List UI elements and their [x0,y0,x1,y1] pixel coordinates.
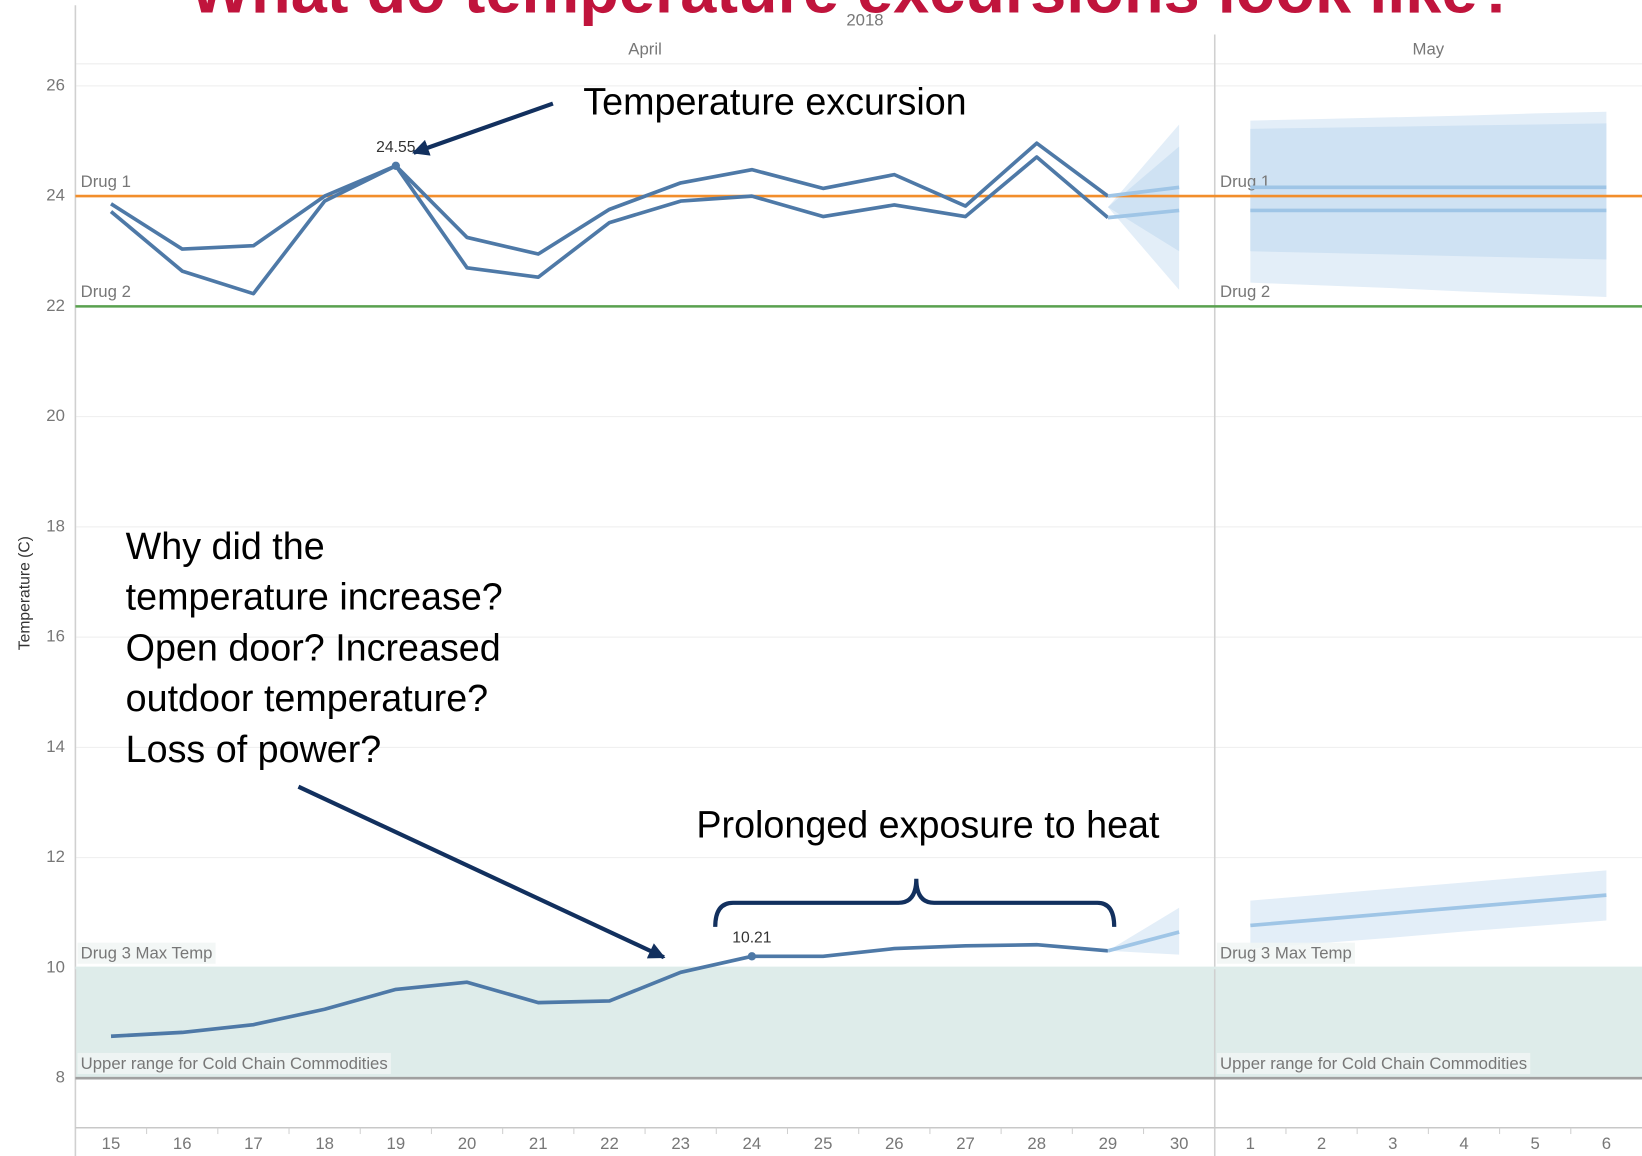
series-line [1107,208,1180,220]
month-header: May [1413,40,1445,59]
y-tick-label: 18 [46,516,65,535]
reference-label: Drug 2 [81,282,131,301]
year-header: 2018 [846,10,883,29]
forecast-band [1107,907,1180,955]
y-tick-label: 20 [46,406,65,425]
x-tick-label: 28 [1027,1134,1046,1153]
series-line [1250,893,1607,928]
series-line [1107,930,1180,953]
reference-label-bg [1216,942,1355,964]
reference-label-bg [77,1052,391,1075]
y-tick-label: 24 [46,186,65,205]
reference-label: Drug 3 Max Temp [81,944,213,963]
y-tick-label: 8 [56,1068,65,1087]
reference-label: Upper range for Cold Chain Commodities [81,1054,388,1073]
reference-label: Drug 2 [1220,282,1270,301]
x-tick-label: 29 [1099,1134,1118,1153]
x-tick-label: 27 [956,1134,975,1153]
data-label: 24.55 [376,139,416,156]
reference-label: Drug 3 Max Temp [1220,944,1352,963]
y-axis-label: Temperature (C) [16,536,33,650]
annotation-arrow [297,784,666,960]
month-header: April [628,40,662,59]
x-tick-label: 17 [244,1134,263,1153]
forecast-band [1250,123,1607,260]
y-tick-label: 12 [46,847,65,866]
x-tick-label: 1 [1246,1134,1255,1153]
data-point [747,952,757,961]
x-tick-label: 3 [1388,1134,1397,1153]
reference-label-bg [1216,1052,1531,1075]
series-line [110,942,1109,1039]
x-tick-label: 25 [814,1134,833,1153]
annotation-layer: What do temperature excursions look like… [16,0,1517,960]
series-line [1107,185,1180,198]
x-tick-label: 5 [1531,1134,1540,1153]
annotation: Why did the [126,525,325,567]
reference-label: Upper range for Cold Chain Commodities [1220,1054,1527,1073]
chart-title: What do temperature excursions look like… [190,0,1517,27]
data-point [391,161,401,170]
annotation: temperature increase? [126,575,503,617]
x-tick-label: 22 [600,1134,619,1153]
reference-label: Drug 1 [81,172,131,191]
x-tick-label: 15 [102,1134,121,1153]
y-tick-label: 16 [46,627,65,646]
annotation: Temperature excursion [583,81,966,123]
reference-label-bg [77,942,216,964]
x-tick-label: 24 [743,1134,762,1153]
x-tick-label: 30 [1170,1134,1189,1153]
x-tick-label: 18 [315,1134,334,1153]
y-tick-label: 14 [46,737,65,756]
annotation: outdoor temperature? [126,677,488,719]
x-tick-label: 16 [173,1134,192,1153]
annotation-bracket [713,878,1117,927]
y-tick-label: 26 [46,75,65,94]
forecast-band [1107,146,1180,252]
series-line [109,155,1110,296]
x-tick-label: 26 [885,1134,904,1153]
x-tick-label: 4 [1459,1134,1468,1153]
series-line [110,141,1110,256]
annotation: Prolonged exposure to heat [696,803,1160,845]
data-label: 10.21 [732,930,771,947]
x-tick-label: 23 [671,1134,690,1153]
y-tick-label: 22 [46,296,65,315]
annotation: Loss of power? [126,728,382,770]
annotation: Open door? Increased [126,627,501,669]
y-tick-label: 10 [46,957,65,976]
x-tick-label: 19 [387,1134,406,1153]
x-tick-label: 6 [1602,1134,1611,1153]
x-tick-label: 21 [529,1134,548,1153]
annotation-arrow [412,101,554,156]
x-tick-label: 2 [1317,1134,1326,1153]
x-tick-label: 20 [458,1134,477,1153]
